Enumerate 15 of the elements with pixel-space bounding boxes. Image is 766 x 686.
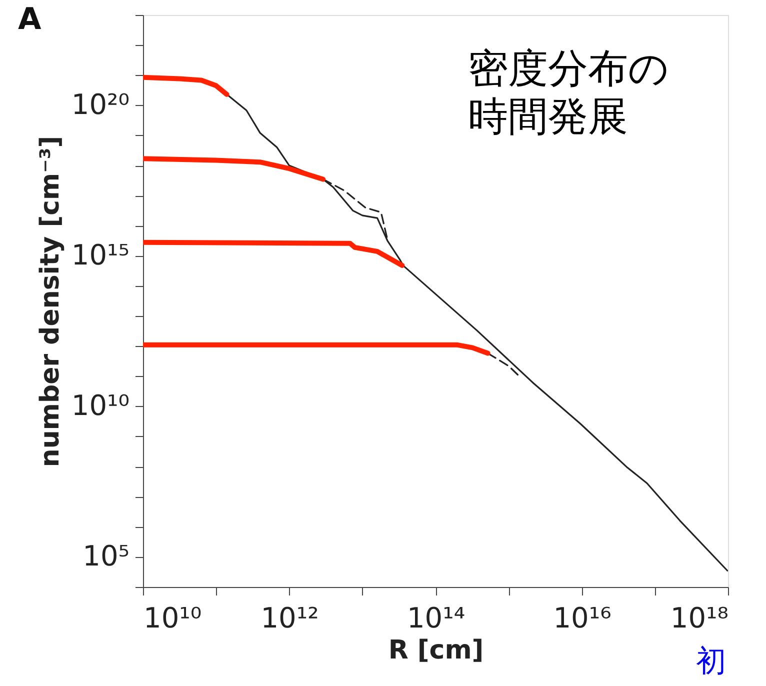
x-tick-label: 10¹⁸: [670, 602, 728, 634]
x-tick-label: 10¹⁶: [553, 602, 612, 634]
annotation: 密度分布の: [468, 46, 669, 92]
x-tick-label: 10¹⁴: [406, 602, 466, 634]
x-tick-label: 10¹⁰: [144, 602, 202, 634]
chart-title: A: [18, 2, 42, 37]
text: 初: [696, 644, 726, 679]
y-tick-label: 10¹⁵: [71, 238, 130, 272]
x-tick-label: 10¹²: [260, 602, 319, 634]
y-axis-title: number density [cm⁻³]: [35, 136, 66, 468]
annotation: 時間発展: [468, 94, 628, 140]
y-tick-label: 10¹⁰: [71, 388, 130, 422]
y-tick-label: 10²⁰: [71, 88, 130, 121]
x-axis-title: R [cm]: [388, 636, 484, 666]
y-tick-label: 10⁵: [82, 539, 130, 572]
